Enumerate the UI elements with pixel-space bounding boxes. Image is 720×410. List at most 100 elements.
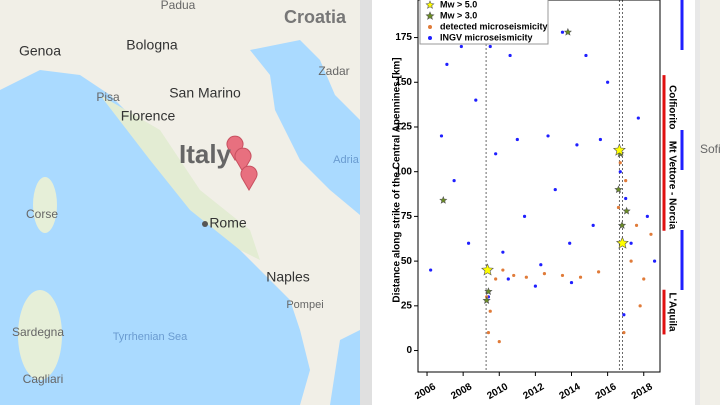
map-label: Zadar — [318, 64, 349, 78]
map-label: Sofi — [700, 142, 720, 156]
sea — [0, 70, 310, 405]
y-tick-label: 100 — [395, 166, 412, 177]
point — [501, 268, 505, 272]
point — [578, 275, 583, 279]
region-label: Colfiorito — [666, 85, 677, 129]
point — [488, 309, 492, 313]
map-label: Rome — [209, 215, 247, 231]
point — [624, 179, 628, 183]
point — [598, 137, 603, 142]
map-label: Pisa — [96, 90, 120, 104]
star — [617, 221, 627, 229]
point — [652, 259, 657, 263]
point — [459, 44, 463, 49]
point — [649, 232, 653, 236]
point — [568, 241, 572, 245]
point — [596, 270, 601, 274]
y-tick-label: 175 — [395, 32, 412, 43]
point — [636, 116, 640, 120]
map-label: Pompei — [286, 299, 323, 311]
star — [439, 196, 448, 204]
point — [501, 250, 505, 254]
y-tick-label: 125 — [395, 122, 412, 133]
point — [522, 214, 527, 219]
point — [512, 273, 516, 278]
point — [546, 134, 550, 138]
star — [563, 27, 572, 36]
point — [466, 241, 471, 245]
map-label: Naples — [266, 269, 310, 285]
sea — [250, 40, 360, 215]
map-label: Florence — [121, 108, 176, 124]
point — [494, 277, 498, 281]
star — [484, 287, 493, 296]
star — [614, 185, 623, 194]
island — [18, 290, 62, 380]
map-label: Bologna — [126, 37, 178, 53]
point — [606, 80, 610, 84]
point — [533, 284, 537, 288]
point — [624, 196, 628, 201]
legend-label: Mw > 5.0 — [440, 0, 477, 9]
point — [622, 313, 626, 317]
point — [642, 277, 646, 281]
map-label: Padua — [161, 0, 196, 12]
map-strip — [700, 0, 720, 405]
point — [575, 143, 579, 147]
map-label: Cagliari — [23, 372, 64, 386]
region-label: L'Aquila — [666, 293, 677, 332]
pin[interactable] — [234, 147, 252, 173]
y-tick-label: 150 — [395, 77, 412, 88]
point — [539, 263, 543, 267]
point — [452, 179, 456, 183]
y-tick-label: 0 — [406, 345, 412, 356]
y-tick-label: 50 — [401, 256, 413, 267]
plot-frame — [417, 0, 661, 373]
map — [0, 0, 360, 405]
point — [429, 268, 433, 272]
point — [616, 205, 621, 210]
y-tick-label: 25 — [401, 300, 413, 311]
point — [645, 214, 649, 219]
point — [445, 62, 449, 66]
map-label: Genoa — [19, 43, 61, 59]
star — [482, 296, 491, 304]
legend-marker — [425, 11, 435, 20]
point — [560, 273, 565, 278]
point — [474, 98, 478, 102]
island — [33, 177, 57, 233]
chart-panel — [372, 0, 695, 405]
pin[interactable] — [226, 135, 244, 161]
point — [542, 272, 547, 276]
region-label: Mt Vettore - Norcia — [666, 141, 677, 230]
point — [553, 187, 557, 192]
point — [634, 223, 639, 227]
point — [629, 241, 633, 245]
point — [638, 304, 642, 308]
point — [494, 152, 498, 156]
map-label: Tyrrhenian Sea — [113, 331, 188, 343]
legend-label: INGV microseismicity — [440, 32, 533, 42]
point — [591, 223, 595, 227]
map-label: Croatia — [284, 7, 347, 27]
city-dot — [202, 221, 208, 227]
sea — [330, 330, 360, 405]
pin[interactable] — [240, 165, 258, 191]
point — [506, 277, 510, 281]
point — [439, 134, 444, 138]
map-label: Adria — [333, 154, 360, 166]
point — [524, 275, 528, 279]
star — [481, 263, 494, 276]
y-tick-label: 75 — [401, 211, 413, 222]
star — [612, 143, 626, 156]
point — [560, 30, 565, 34]
star — [615, 236, 629, 249]
point — [515, 137, 519, 142]
point — [629, 259, 633, 263]
map-label: Corse — [26, 207, 58, 221]
point — [584, 53, 588, 58]
legend-label: Mw > 3.0 — [440, 10, 477, 20]
pins — [226, 135, 258, 191]
map-label: Sardegna — [12, 325, 64, 339]
